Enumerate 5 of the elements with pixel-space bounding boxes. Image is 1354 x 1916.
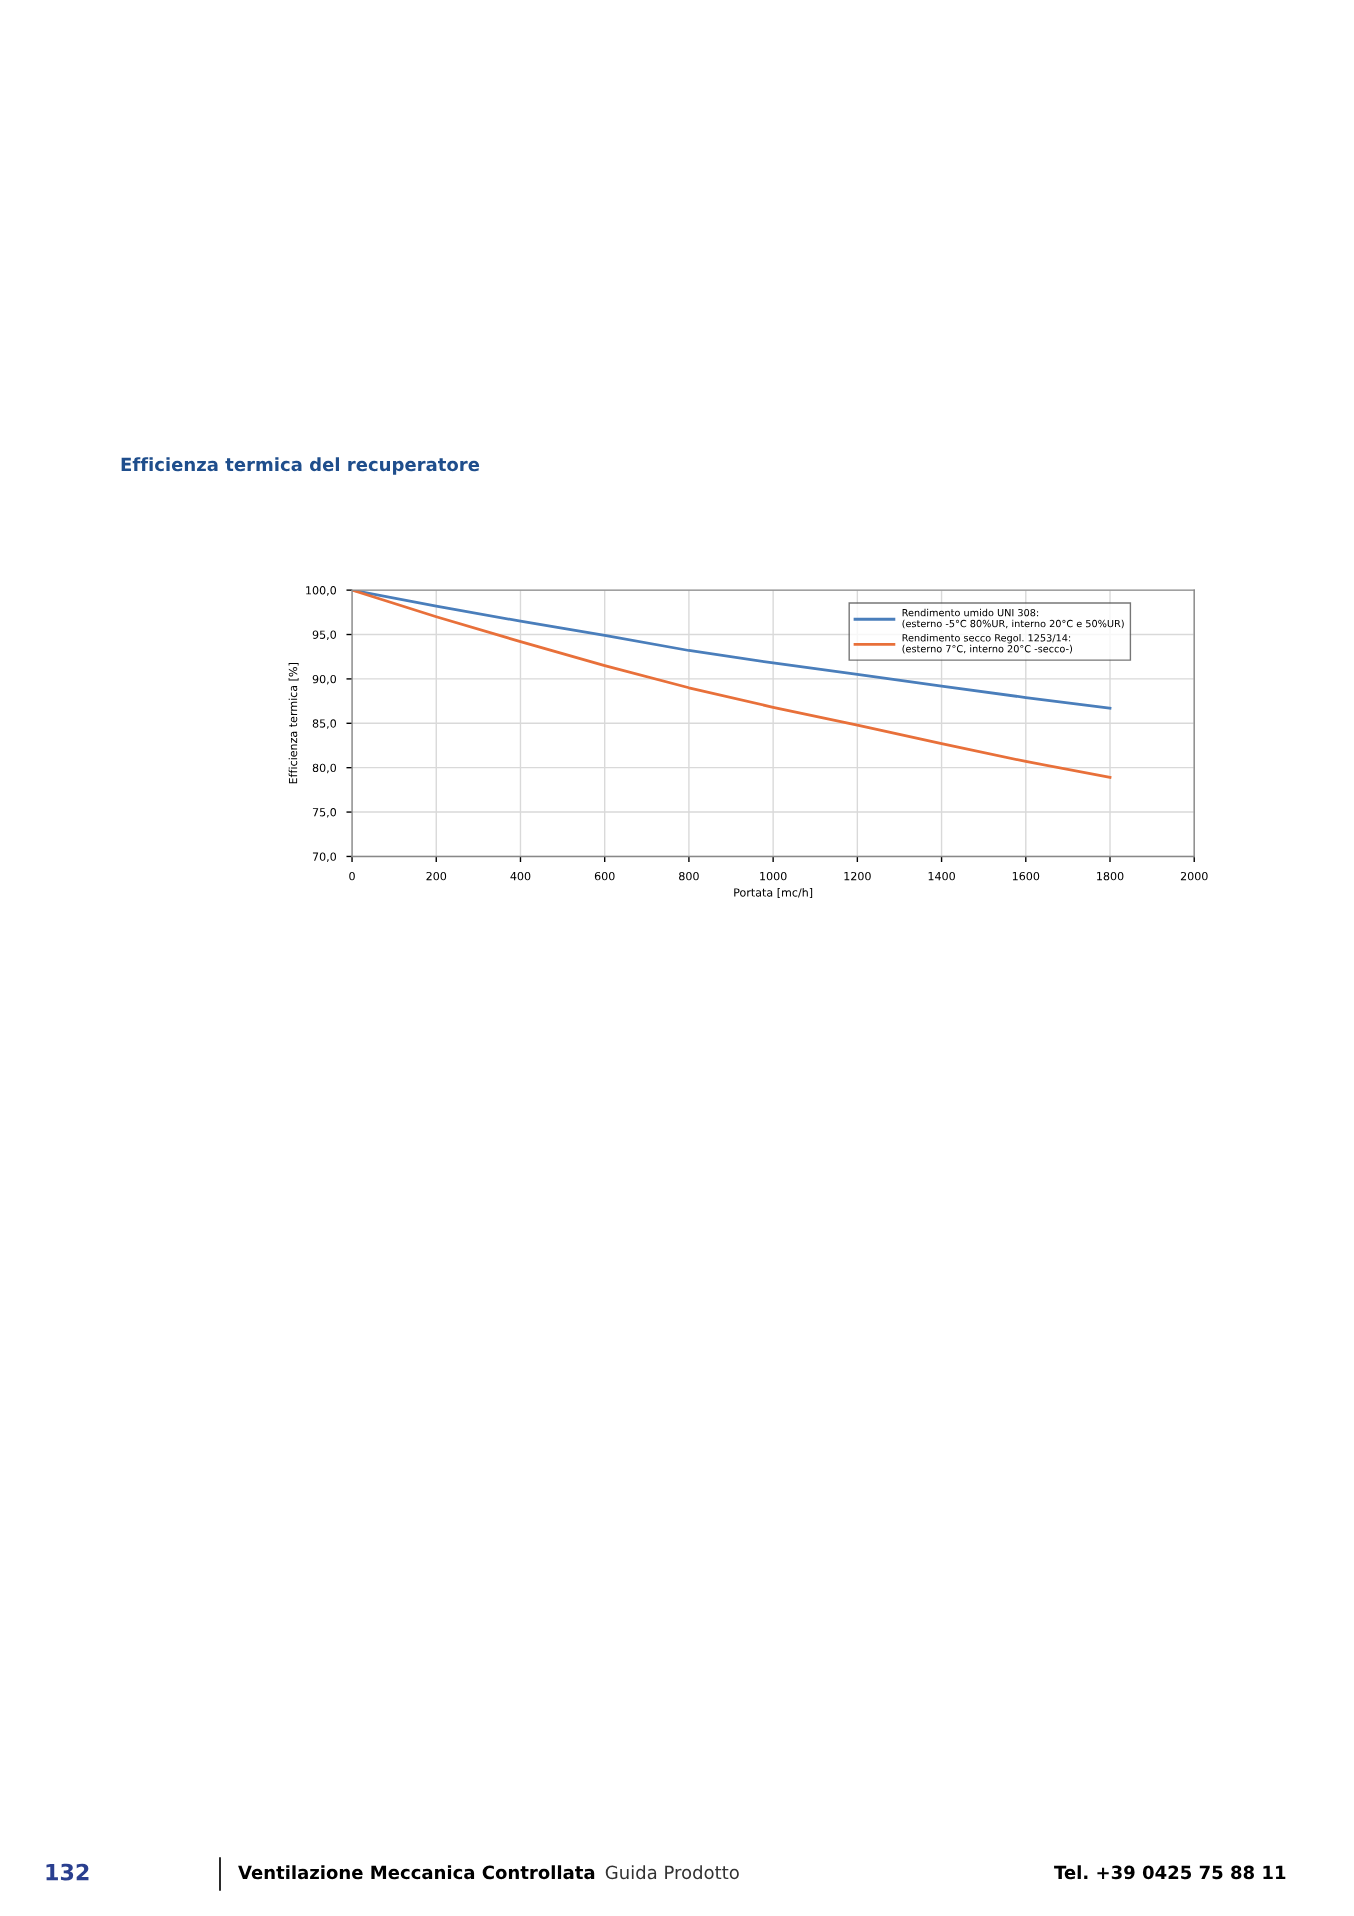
text: Tel. +39 0425 75 88 11 (1054, 1865, 1286, 1880)
text: 132 (46, 1863, 89, 1881)
chart-title: Efficienza termica del recuperatore (121, 457, 480, 475)
text: Guida Prodotto (605, 1865, 739, 1880)
text: Ventilazione Meccanica Controllata (238, 1865, 595, 1880)
